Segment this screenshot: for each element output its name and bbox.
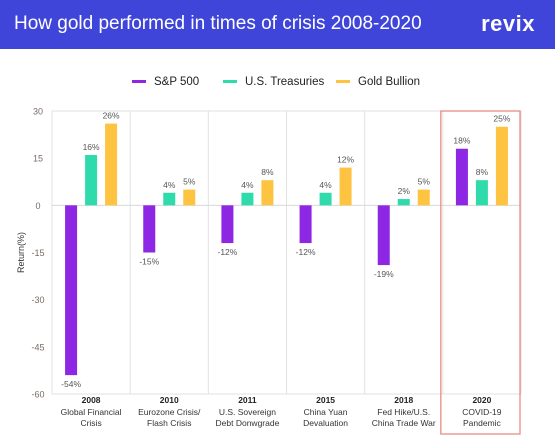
y-tick-label: 30 — [33, 107, 43, 117]
category-label-line2: Debt Donwgrade — [216, 418, 280, 428]
data-label: 26% — [103, 111, 120, 121]
data-label: 16% — [83, 142, 100, 152]
header-banner: How gold performed in times of crisis 20… — [0, 0, 555, 49]
legend-label-3: Gold Bullion — [358, 76, 420, 88]
data-label: -15% — [139, 257, 159, 267]
bar-1-3 — [221, 205, 234, 244]
legend-swatch-1 — [132, 80, 146, 83]
bar-2-6 — [475, 180, 488, 206]
category-year: 2011 — [238, 395, 257, 405]
data-label: -12% — [296, 247, 316, 257]
data-label: 4% — [241, 180, 254, 190]
legend-swatch-2 — [223, 80, 237, 83]
highlight-box — [440, 110, 521, 435]
bar-2-4 — [319, 192, 332, 206]
data-label: 12% — [337, 155, 354, 165]
chart-title: How gold performed in times of crisis 20… — [14, 13, 422, 34]
category-label-line2: Crisis — [80, 418, 101, 428]
bar-3-1 — [105, 123, 118, 206]
bar-2-3 — [241, 192, 254, 206]
y-tick-label: -60 — [31, 390, 44, 400]
bar-1-6 — [455, 148, 468, 206]
bar-3-3 — [261, 180, 274, 206]
data-label: 25% — [493, 114, 510, 124]
bar-2-5 — [397, 199, 410, 206]
legend-label-1: S&P 500 — [154, 76, 199, 88]
bar-3-6 — [495, 126, 508, 206]
legend-swatch-3 — [336, 80, 350, 83]
category-year: 2018 — [394, 395, 413, 405]
bar-3-4 — [339, 167, 352, 206]
y-tick-label: -30 — [31, 295, 44, 305]
data-label: 5% — [183, 177, 196, 187]
category-year: 2020 — [472, 395, 491, 405]
category-label-line1: China Yuan — [304, 407, 348, 417]
data-label: 8% — [261, 167, 274, 177]
bar-2-2 — [163, 192, 176, 206]
category-year: 2008 — [82, 395, 101, 405]
y-axis-label: Return(%) — [16, 232, 26, 273]
data-label: -54% — [61, 379, 81, 389]
data-label: -19% — [374, 269, 394, 279]
category-label-line1: Fed Hike/U.S. — [377, 407, 430, 417]
brand-logo: revix — [481, 11, 535, 36]
category-year: 2010 — [160, 395, 179, 405]
bar-chart: S&P 500 U.S. Treasuries Gold Bullion 30 15 0 -… — [16, 76, 522, 435]
data-label: 5% — [418, 177, 431, 187]
category-label-line2: China Trade War — [372, 418, 436, 428]
y-tick-label: 0 — [35, 201, 40, 211]
y-tick-label: -45 — [31, 342, 44, 352]
bar-3-2 — [183, 189, 196, 206]
category-label-line1: U.S. Sovereign — [219, 407, 276, 417]
category-label-line2: Flash Crisis — [147, 418, 191, 428]
category-label-line1: COVID-19 — [462, 407, 501, 417]
bar-1-2 — [143, 205, 156, 253]
data-label: 8% — [476, 167, 489, 177]
bar-1-4 — [299, 205, 312, 244]
category-label-line2: Devaluation — [303, 418, 348, 428]
bar-3-5 — [417, 189, 430, 206]
data-label: 18% — [453, 136, 470, 146]
y-tick-label: 15 — [33, 154, 43, 164]
data-label: 4% — [163, 180, 176, 190]
category-label-line2: Pandemic — [463, 418, 502, 428]
legend-label-2: U.S. Treasuries — [245, 76, 324, 88]
bar-1-5 — [377, 205, 390, 266]
data-label: -12% — [217, 247, 237, 257]
data-label: 2% — [398, 186, 411, 196]
bar-2-1 — [85, 155, 98, 206]
category-label-line1: Global Financial — [61, 407, 122, 417]
y-tick-label: -15 — [31, 248, 44, 258]
bar-1-1 — [65, 205, 78, 376]
category-year: 2015 — [316, 395, 335, 405]
data-label: 4% — [319, 180, 332, 190]
category-label-line1: Eurozone Crisis/ — [138, 407, 201, 417]
